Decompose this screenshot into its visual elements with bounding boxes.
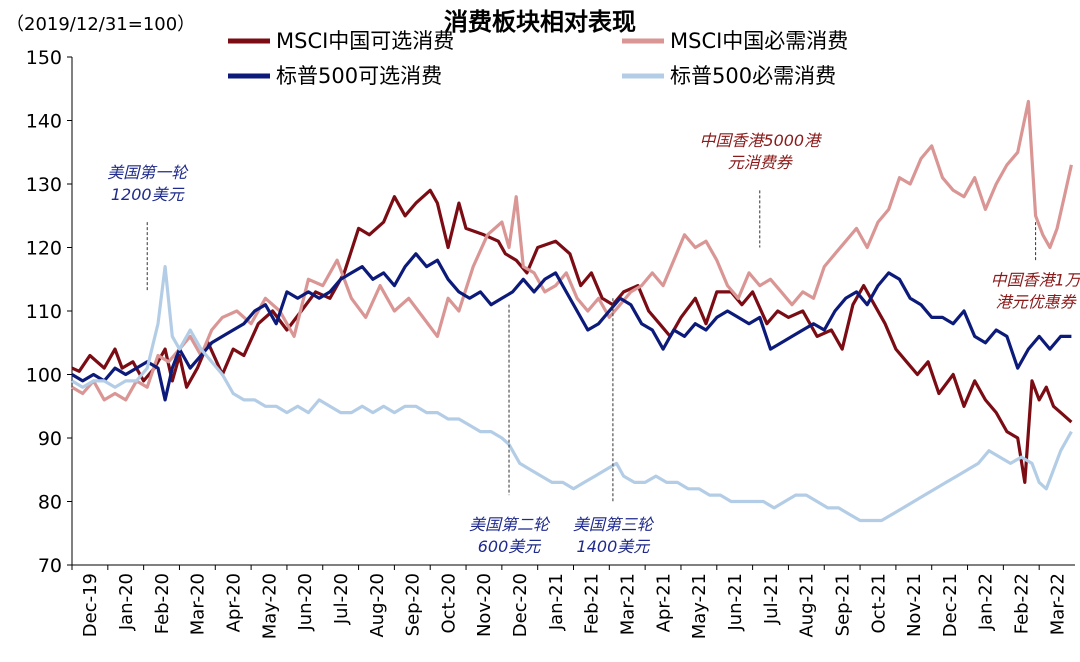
x-tick-label: Dec-19: [80, 573, 101, 637]
x-tick-label: Oct-21: [868, 573, 889, 634]
x-tick-label: Apr-21: [653, 573, 674, 632]
annotation-label: 1200美元: [111, 185, 186, 204]
y-tick-label: 110: [26, 301, 62, 323]
x-tick-label: May-21: [689, 573, 710, 639]
x-tick-label: Jun-21: [725, 573, 746, 632]
annotation-label: 美国第二轮: [469, 515, 551, 534]
annotation-label: 中国香港1万: [991, 271, 1080, 290]
series-layer: [71, 99, 1073, 523]
x-tick-label: Feb-21: [582, 573, 603, 634]
y-tick-label: 90: [38, 428, 62, 450]
x-tick-label: Mar-21: [618, 573, 639, 635]
x-tick-label: Mar-20: [188, 573, 209, 635]
annotation-label: 港元优惠券: [996, 293, 1078, 312]
x-tick-label: Jan-20: [116, 573, 137, 631]
x-tick-label: Aug-20: [367, 573, 388, 638]
x-tick-label: Jul-21: [761, 573, 782, 625]
legend-label: MSCI中国可选消费: [276, 29, 454, 53]
x-tick-label: Dec-21: [940, 573, 961, 637]
x-tick-label: Apr-20: [223, 573, 244, 632]
x-tick-label: Nov-21: [904, 573, 925, 637]
annotation-label: 元消费券: [728, 153, 794, 172]
x-tick-label: Jul-20: [331, 573, 352, 625]
x-tick-label: Feb-22: [1012, 573, 1033, 634]
x-tick-label: Dec-20: [510, 573, 531, 637]
x-tick-label: Aug-21: [797, 573, 818, 638]
series-line-4: [71, 265, 1073, 523]
x-tick-label: Nov-20: [474, 573, 495, 637]
chart-subtitle: （2019/12/31=100）: [6, 14, 195, 35]
y-tick-label: 120: [26, 238, 62, 260]
x-tick-label: Feb-20: [152, 573, 173, 634]
x-tick-label: May-20: [259, 573, 280, 639]
x-tick-label: Sep-20: [403, 573, 424, 636]
legend-label: 标普500可选消费: [276, 64, 442, 88]
x-tick-label: Mar-22: [1047, 573, 1068, 635]
legend-label: MSCI中国必需消费: [670, 29, 848, 53]
annotation-label: 美国第一轮: [107, 163, 189, 182]
x-tick-label: Oct-20: [438, 573, 459, 634]
y-tick-label: 140: [26, 111, 62, 133]
x-tick-label: Sep-21: [832, 573, 853, 636]
x-tick-label: Jan-21: [546, 573, 567, 631]
chart-title: 消费板块相对表现: [444, 8, 636, 36]
annotation-layer: 美国第一轮 1200美元 中国香港5000港元消费券中国香港1万港元优惠券美国第二轮…: [107, 131, 1080, 556]
y-tick-label: 80: [38, 492, 62, 514]
legend-label: 标普500必需消费: [670, 64, 836, 88]
annotation-label: 中国香港5000港: [699, 131, 822, 150]
y-tick-label: 100: [26, 365, 62, 387]
y-tick-label: 130: [26, 174, 62, 196]
annotation-label: 1400美元: [577, 537, 652, 556]
annotation-label: 美国第三轮: [573, 515, 655, 534]
series-line-3: [71, 252, 1072, 402]
series-line-2: [71, 99, 1073, 402]
x-tick-label: Jun-20: [295, 573, 316, 632]
y-tick-label: 70: [38, 555, 62, 577]
annotation-label: 600美元: [478, 537, 543, 556]
x-tick-label: Jan-22: [976, 573, 997, 631]
x-axis: Dec-19 Jan-20 Feb-20 Mar-20 Apr-20 May-20 Jun-…: [71, 564, 1075, 639]
y-tick-label: 150: [26, 47, 62, 69]
y-axis: 70 80 90 100 110 120 130 140 150: [26, 47, 73, 577]
